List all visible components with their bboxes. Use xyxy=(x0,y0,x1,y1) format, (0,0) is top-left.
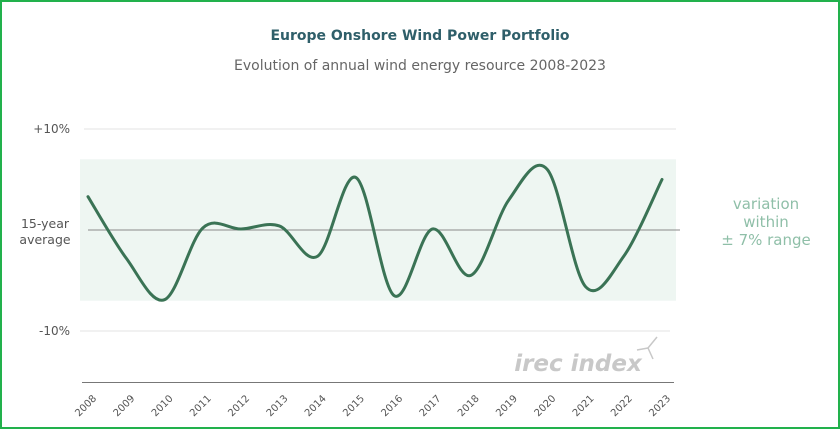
x-tick-label: 2022 xyxy=(609,393,635,419)
x-tick-label: 2020 xyxy=(533,393,559,419)
chart-subtitle: Evolution of annual wind energy resource… xyxy=(234,58,606,74)
x-tick-label: 2011 xyxy=(188,393,214,419)
x-tick-label: 2019 xyxy=(494,393,520,419)
series-line xyxy=(86,163,664,302)
band-label: within xyxy=(743,213,789,231)
x-tick-label: 2013 xyxy=(265,393,291,419)
watermark-logo: irec index xyxy=(514,351,643,377)
band-label: variation xyxy=(733,195,799,213)
x-tick-label: 2017 xyxy=(418,393,444,419)
y-tick-label: 15-year xyxy=(21,216,70,231)
y-tick-label: +10% xyxy=(33,122,70,136)
x-tick-label: 2014 xyxy=(303,393,329,419)
x-tick-label: 2016 xyxy=(379,393,405,419)
y-tick-label: average xyxy=(19,232,70,247)
x-tick-label: 2009 xyxy=(112,393,138,419)
x-tick-label: 2018 xyxy=(456,393,482,419)
y-tick-label: -10% xyxy=(39,324,70,338)
x-tick-label: 2012 xyxy=(226,393,252,419)
x-tick-label: 2015 xyxy=(341,393,367,419)
x-tick-label: 2021 xyxy=(571,393,597,419)
x-tick-label: 2008 xyxy=(73,393,99,419)
wind-turbine-icon xyxy=(636,336,658,360)
x-tick-label: 2010 xyxy=(150,393,176,419)
x-tick-label: 2023 xyxy=(647,393,673,419)
chart-title: Europe Onshore Wind Power Portfolio xyxy=(270,28,570,44)
band-label: ± 7% range xyxy=(721,231,811,249)
